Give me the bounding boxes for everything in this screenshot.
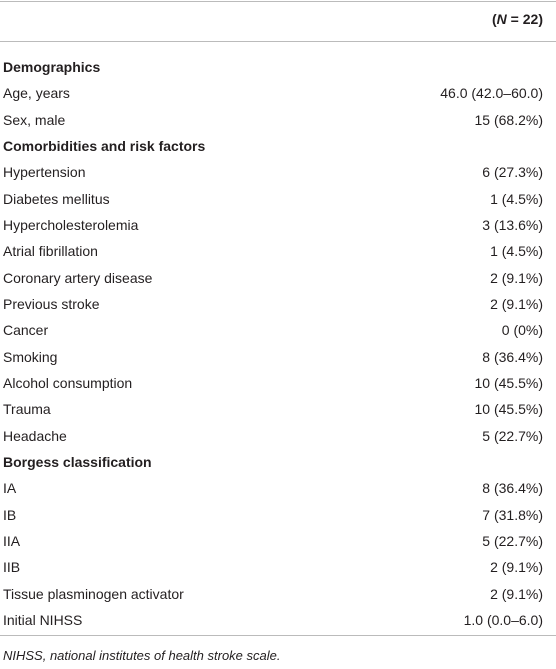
footnote: NIHSS, national institutes of health str… — [3, 648, 281, 663]
section-title: Borgess classification — [3, 453, 152, 470]
section-title: Demographics — [3, 59, 101, 75]
row-value: 3 (13.6%) — [482, 216, 543, 233]
row-label: IB — [3, 506, 17, 523]
row-value: 1 (4.5%) — [490, 190, 543, 207]
row-label: Headache — [3, 427, 67, 444]
row-value: 8 (36.4%) — [482, 480, 543, 497]
row-label: IA — [3, 480, 17, 497]
bottom-rule — [0, 635, 556, 636]
row-value: 1.0 (0.0–6.0) — [463, 611, 543, 628]
row-label: Initial NIHSS — [3, 611, 83, 628]
row-label: IIB — [3, 559, 21, 576]
top-rule — [0, 1, 556, 2]
row-label: Sex, male — [3, 111, 66, 128]
row-label: Tissue plasminogen activator — [3, 585, 184, 602]
header-rest: = 22) — [506, 11, 543, 27]
row-label: Trauma — [3, 401, 51, 418]
row-value: 10 (45.5%) — [474, 374, 543, 391]
section-title: Comorbidities and risk factors — [3, 137, 206, 154]
row-label: IIA — [3, 532, 21, 549]
row-value: 2 (9.1%) — [490, 559, 543, 576]
row-label: Diabetes mellitus — [3, 190, 110, 207]
column-header: (N = 22) — [492, 9, 543, 29]
row-value: 2 (9.1%) — [490, 585, 543, 602]
row-value: 2 (9.1%) — [490, 295, 543, 312]
row-value: 1 (4.5%) — [490, 243, 543, 260]
row-value: 10 (45.5%) — [474, 401, 543, 418]
row-value: 6 (27.3%) — [482, 164, 543, 181]
row-label: Age, years — [3, 85, 70, 102]
header-rule — [0, 41, 556, 42]
row-label: Cancer — [3, 322, 49, 339]
row-value: 2 (9.1%) — [490, 269, 543, 286]
row-value: 7 (31.8%) — [482, 506, 543, 523]
header-n: N — [496, 11, 507, 27]
row-value: 0 (0%) — [501, 322, 543, 339]
row-label: Smoking — [3, 348, 58, 365]
row-value: 5 (22.7%) — [482, 532, 543, 549]
row-value: 5 (22.7%) — [482, 427, 543, 444]
row-value: 8 (36.4%) — [482, 348, 543, 365]
row-label: Alcohol consumption — [3, 374, 133, 391]
row-value: 15 (68.2%) — [474, 111, 543, 128]
header-open: ( — [492, 11, 497, 27]
row-label: Hypertension — [3, 164, 86, 181]
row-label: Previous stroke — [3, 295, 100, 312]
row-label: Coronary artery disease — [3, 269, 153, 286]
row-value: 46.0 (42.0–60.0) — [440, 85, 543, 102]
row-label: Atrial fibrillation — [3, 243, 98, 260]
row-label: Hypercholesterolemia — [3, 216, 139, 233]
